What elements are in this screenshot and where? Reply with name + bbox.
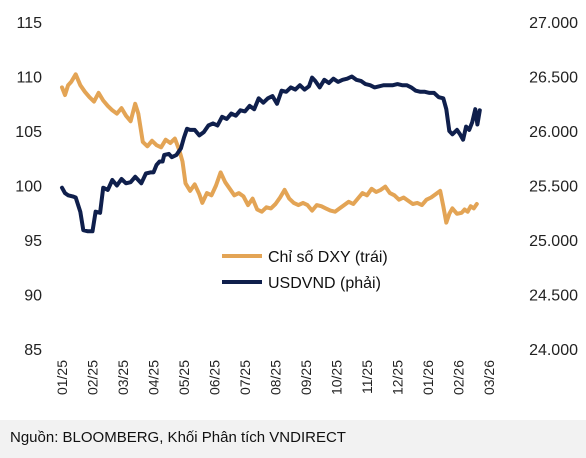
x-tick-label: 10/25 xyxy=(329,360,345,395)
left-tick-label: 105 xyxy=(15,124,42,141)
x-tick-label: 03/25 xyxy=(115,360,131,395)
source-note: Nguồn: BLOOMBERG, Khối Phân tích VNDIREC… xyxy=(10,429,346,446)
x-tick-label: 03/26 xyxy=(481,360,497,395)
series-line-usdvnd xyxy=(60,74,482,234)
right-tick-label: 25.000 xyxy=(529,233,578,250)
x-tick-label: 04/25 xyxy=(146,360,162,395)
x-tick-label: 01/26 xyxy=(420,360,436,395)
left-tick-label: 85 xyxy=(24,342,42,359)
x-tick-label: 09/25 xyxy=(298,360,314,395)
x-tick-label: 02/26 xyxy=(451,360,467,395)
left-tick-label: 115 xyxy=(16,15,42,32)
right-tick-label: 24.500 xyxy=(529,288,578,305)
right-tick-label: 24.000 xyxy=(529,342,578,359)
legend-label-dxy: Chỉ số DXY (trái) xyxy=(268,249,388,266)
chart-plot: 85 90 95 100 105 110 115 24.000 24.500 25.000 25.… xyxy=(15,15,578,395)
right-tick-label: 26.500 xyxy=(529,70,578,87)
x-tick-label: 08/25 xyxy=(268,360,284,395)
right-tick-label: 25.500 xyxy=(529,179,578,196)
right-tick-label: 26.000 xyxy=(529,124,578,141)
left-tick-label: 110 xyxy=(16,70,42,87)
legend-label-usdvnd: USDVND (phải) xyxy=(268,275,381,292)
x-tick-label: 06/25 xyxy=(207,360,223,395)
left-tick-label: 95 xyxy=(24,233,42,250)
left-tick-label: 100 xyxy=(15,179,42,196)
x-tick-label: 11/25 xyxy=(359,360,375,394)
x-tick-label: 12/25 xyxy=(390,360,406,395)
x-tick-label: 07/25 xyxy=(237,360,253,395)
left-tick-label: 90 xyxy=(24,288,42,305)
x-tick-label: 05/25 xyxy=(176,360,192,395)
right-tick-label: 27.000 xyxy=(529,15,578,32)
source-bar: Nguồn: BLOOMBERG, Khối Phân tích VNDIREC… xyxy=(0,420,586,458)
x-tick-label: 01/25 xyxy=(54,360,70,395)
series-line-dxy xyxy=(60,72,479,225)
x-tick-label: 02/25 xyxy=(85,360,101,395)
